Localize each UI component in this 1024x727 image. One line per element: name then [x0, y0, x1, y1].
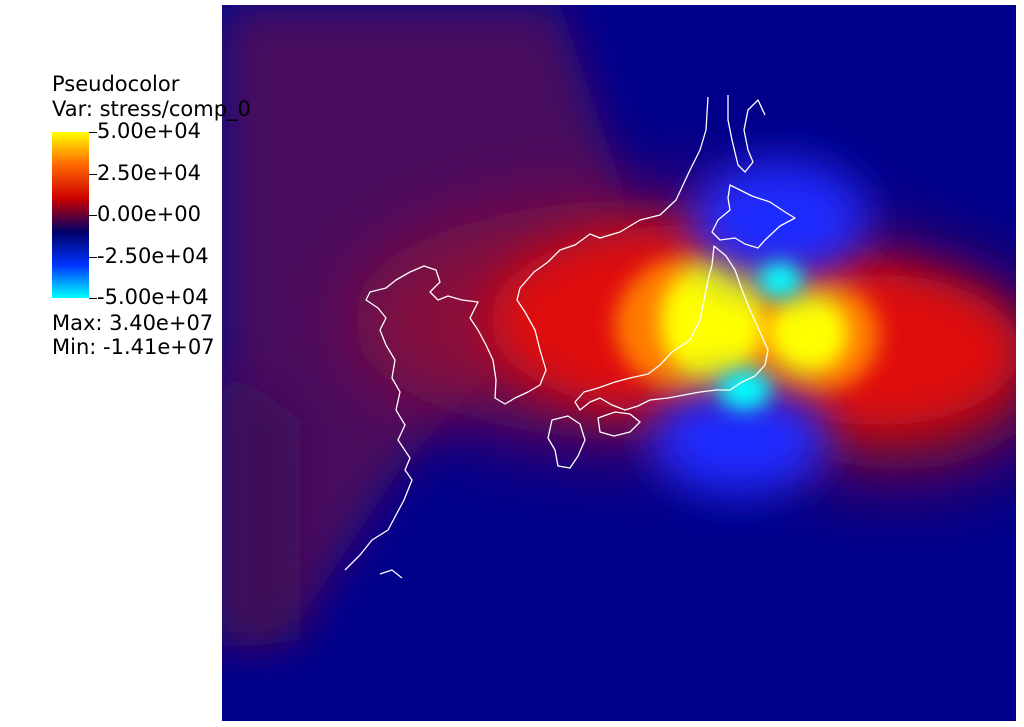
coastline-kyushu	[547, 415, 586, 469]
colorbar-tick-mark	[89, 215, 97, 216]
field-cyan-spot-bottom	[719, 370, 771, 410]
colorbar-tick-mark	[89, 132, 97, 133]
coastline-honshu	[574, 245, 769, 411]
coastline-mainland	[344, 96, 709, 571]
field-blue-lobe-top	[690, 160, 870, 280]
field-yellow-core-right	[768, 293, 848, 373]
colorbar-tick-label: 2.50e+04	[97, 161, 201, 185]
coastline-shikoku	[597, 411, 641, 437]
variable-label: Var: stress/comp_0	[52, 97, 251, 121]
coastline-islet	[379, 569, 403, 579]
coastline-hokkaido	[711, 184, 796, 249]
colorbar-tick-label: 5.00e+04	[97, 119, 201, 143]
colorbar	[52, 132, 89, 298]
colorbar-tick-mark	[89, 257, 97, 258]
field-yellow-core-left	[660, 262, 764, 382]
colorbar-tick-label: -2.50e+04	[97, 244, 209, 268]
min-value-label: Min: -1.41e+07	[52, 335, 215, 359]
field-purple-patch	[222, 360, 300, 650]
max-value-label: Max: 3.40e+07	[52, 311, 214, 335]
colorbar-tick-mark	[89, 298, 97, 299]
colorbar-tick-label: 0.00e+00	[97, 202, 201, 226]
field-blue-lobe-bottom	[650, 385, 830, 495]
stress-field	[222, 5, 1016, 721]
plot-type-label: Pseudocolor	[52, 72, 180, 96]
colorbar-tick-mark	[89, 174, 97, 175]
field-cyan-spot-top	[758, 262, 802, 298]
coastline-outline	[344, 95, 796, 579]
coastline-sakhalin	[727, 95, 766, 173]
colorbar-tick-label: -5.00e+04	[97, 285, 209, 309]
